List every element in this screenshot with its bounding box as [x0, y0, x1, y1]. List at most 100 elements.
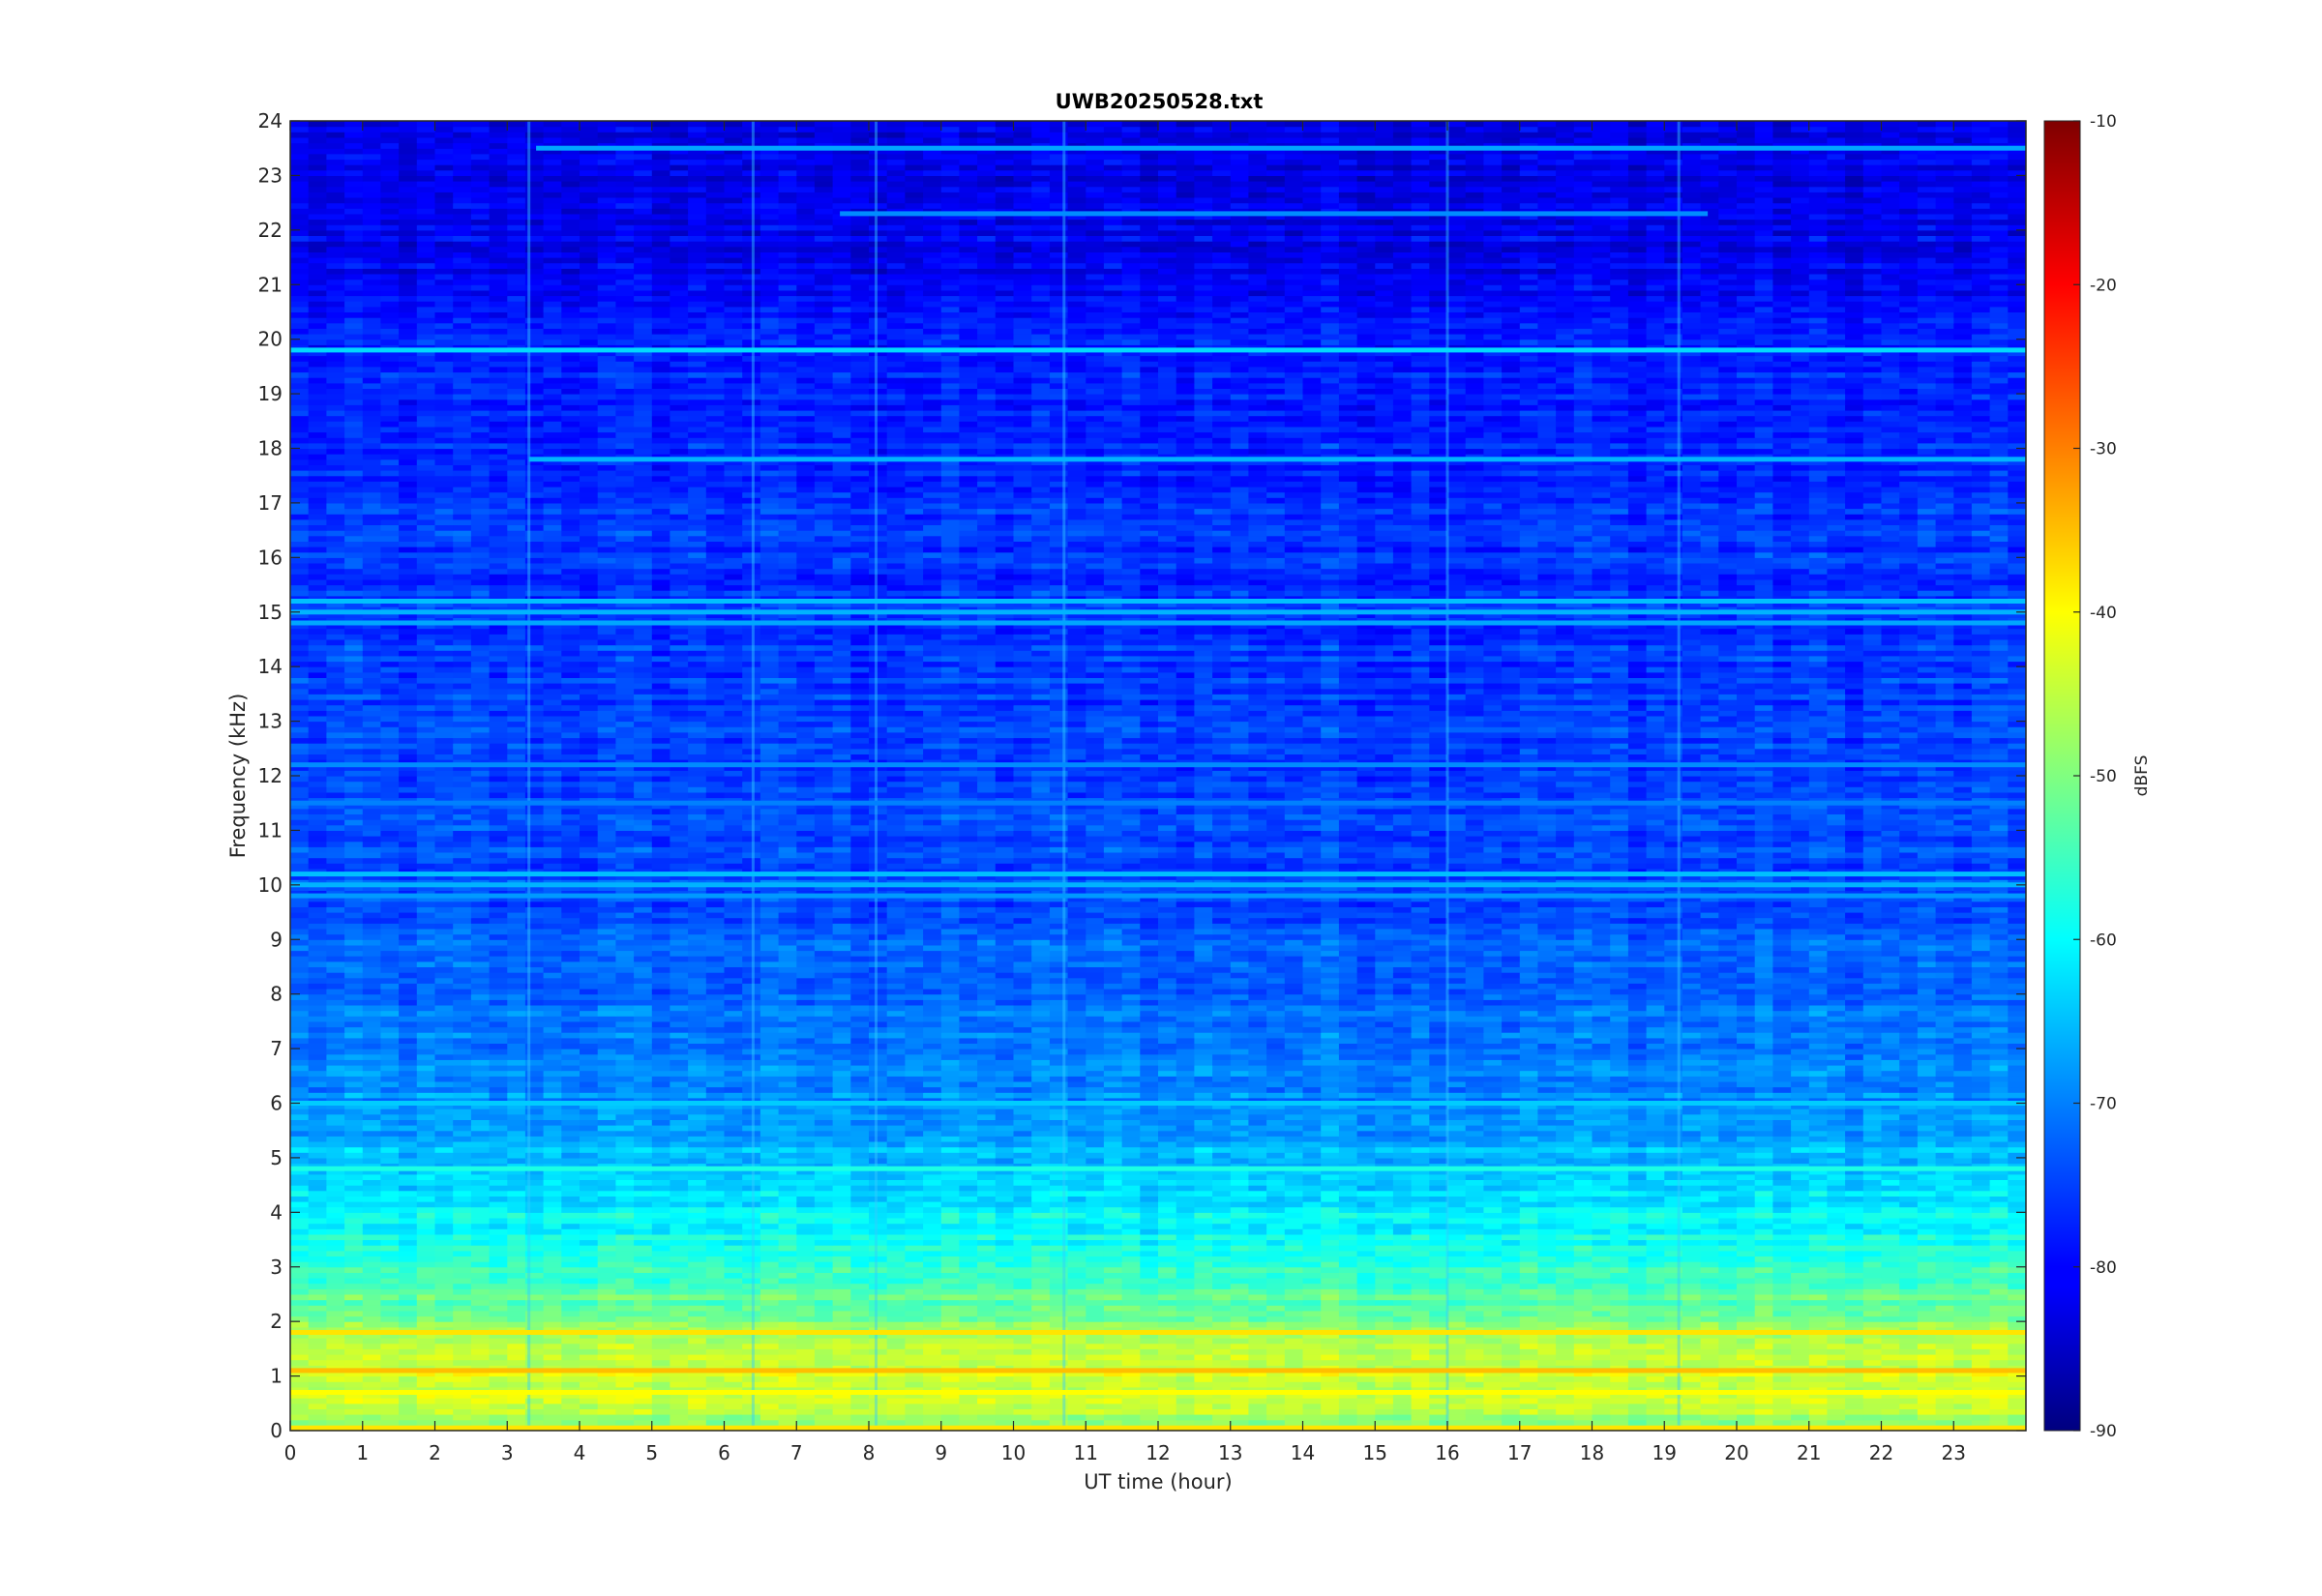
heatmap-cell	[706, 1267, 725, 1273]
heatmap-cell	[580, 1240, 598, 1246]
heatmap-cell	[1610, 1284, 1628, 1289]
heatmap-cell	[580, 1228, 598, 1234]
heatmap-cell	[1212, 1196, 1231, 1201]
heatmap-cell	[1682, 1251, 1701, 1256]
heatmap-cell	[380, 1261, 399, 1267]
heatmap-cell	[1593, 1158, 1611, 1164]
heatmap-cell	[1537, 1251, 1556, 1256]
heatmap-cell	[1466, 1294, 1484, 1300]
heatmap-cell	[615, 1174, 634, 1180]
heatmap-cell	[471, 1398, 490, 1404]
heatmap-cell	[1953, 1338, 1972, 1344]
heatmap-cell	[344, 1180, 363, 1186]
heatmap-cell	[941, 1201, 960, 1207]
heatmap-cell	[435, 1344, 454, 1349]
heatmap-cell	[1429, 1212, 1447, 1218]
heatmap-cell	[1990, 1311, 2009, 1316]
heatmap-cell	[850, 1408, 869, 1414]
heatmap-cell	[1412, 1218, 1430, 1224]
heatmap-cell	[905, 1224, 923, 1229]
heatmap-cell	[1809, 1381, 1828, 1387]
heatmap-cell	[742, 1398, 760, 1404]
heatmap-cell	[290, 1218, 309, 1224]
heatmap-cell	[850, 1278, 869, 1284]
heatmap-cell	[977, 1284, 996, 1289]
heatmap-cell	[887, 1404, 906, 1409]
heatmap-cell	[1791, 1381, 1809, 1387]
heatmap-cell	[1014, 1404, 1032, 1409]
heatmap-cell	[1266, 1245, 1285, 1251]
heatmap-cell	[1899, 1207, 1918, 1213]
heatmap-cell	[1248, 1180, 1266, 1186]
heatmap-cell	[652, 1218, 670, 1224]
heatmap-cell	[1357, 1196, 1376, 1201]
heatmap-cell	[1647, 1398, 1665, 1404]
heatmap-cell	[1466, 1191, 1484, 1197]
heatmap-cell	[544, 1224, 562, 1229]
heatmap-cell	[1285, 1191, 1303, 1197]
heatmap-cell	[1248, 1256, 1266, 1262]
heatmap-cell	[1429, 1404, 1447, 1409]
heatmap-cell	[760, 1234, 779, 1240]
heatmap-cell	[1882, 1376, 1900, 1382]
heatmap-cell	[290, 1360, 309, 1366]
heatmap-cell	[1520, 1284, 1538, 1289]
heatmap-cell	[1321, 1354, 1339, 1360]
heatmap-cell	[1285, 1228, 1303, 1234]
heatmap-cell	[670, 1228, 688, 1234]
heatmap-cell	[417, 1354, 435, 1360]
heatmap-cell	[706, 1224, 725, 1229]
heatmap-cell	[1483, 1278, 1502, 1284]
heatmap-cell	[580, 1344, 598, 1349]
heatmap-cell	[959, 1245, 977, 1251]
heatmap-cell	[941, 1354, 960, 1360]
heatmap-cell	[850, 1420, 869, 1426]
heatmap-cell	[1863, 1212, 1882, 1218]
heatmap-cell	[471, 1376, 490, 1382]
heatmap-cell	[1303, 1180, 1322, 1186]
heatmap-cell	[1086, 1218, 1104, 1224]
heatmap-cell	[1647, 1360, 1665, 1366]
heatmap-cell	[1537, 1212, 1556, 1218]
heatmap-cell	[507, 1185, 525, 1191]
heatmap-cell	[1755, 1305, 1773, 1311]
heatmap-cell	[380, 1344, 399, 1349]
heatmap-cell	[1158, 1381, 1176, 1387]
heatmap-cell	[688, 1261, 706, 1267]
heatmap-cell	[1737, 1398, 1755, 1404]
heatmap-cell	[1158, 1224, 1176, 1229]
heatmap-cell	[507, 1256, 525, 1262]
heatmap-cell	[1447, 1354, 1466, 1360]
heatmap-cell	[344, 1354, 363, 1360]
heatmap-cell	[290, 1147, 309, 1153]
heatmap-cell	[815, 1251, 833, 1256]
heatmap-cell	[1321, 1305, 1339, 1311]
heatmap-cell	[471, 1404, 490, 1409]
heatmap-cell	[615, 1191, 634, 1197]
heatmap-cell	[905, 1420, 923, 1426]
heatmap-cell	[1537, 1256, 1556, 1262]
heatmap-cell	[544, 1218, 562, 1224]
heatmap-cell	[1918, 1284, 1936, 1289]
heatmap-cell	[1718, 1245, 1737, 1251]
heatmap-cell	[1176, 1240, 1195, 1246]
heatmap-cell	[507, 1284, 525, 1289]
heatmap-cell	[1393, 1278, 1412, 1284]
heatmap-cell	[1339, 1196, 1357, 1201]
heatmap-cell	[1122, 1305, 1141, 1311]
heatmap-cell	[1827, 1305, 1845, 1311]
heatmap-cell	[725, 1147, 743, 1153]
heatmap-cell	[417, 1185, 435, 1191]
heatmap-cell	[1953, 1300, 1972, 1306]
heatmap-cell	[1772, 1191, 1791, 1197]
heatmap-cell	[688, 1360, 706, 1366]
heatmap-cell	[796, 1288, 815, 1294]
heatmap-cell	[905, 1316, 923, 1322]
heatmap-cell	[1863, 1152, 1882, 1158]
heatmap-cell	[1212, 1251, 1231, 1256]
heatmap-cell	[850, 1234, 869, 1240]
heatmap-cell	[309, 1185, 327, 1191]
heatmap-cell	[1990, 1240, 2009, 1246]
heatmap-cell	[1357, 1376, 1376, 1382]
heatmap-cell	[1140, 1305, 1158, 1311]
